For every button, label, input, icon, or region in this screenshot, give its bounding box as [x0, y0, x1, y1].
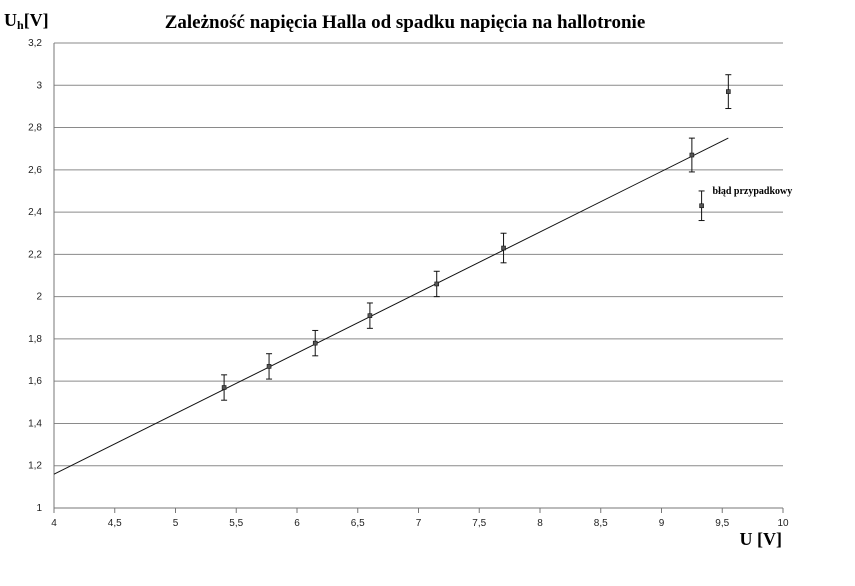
trendline [53, 137, 729, 475]
chart-title: Zależność napięcia Halla od spadku napię… [165, 12, 646, 33]
y-tick-label: 3,2 [28, 38, 42, 49]
data-point [312, 340, 318, 346]
y-axis-label-main: U [4, 10, 17, 30]
data-point [434, 281, 440, 287]
y-axis-label: Uh[V] [4, 10, 49, 32]
x-tick-labels: 4 4,5 5 5,5 6 6,5 7 7,5 8 8,5 9 9,5 10 [51, 518, 789, 529]
x-tick-label: 7,5 [472, 518, 486, 529]
data-point [699, 203, 704, 209]
x-tick-label: 7 [416, 518, 422, 529]
gridlines [53, 42, 784, 513]
trendline-group [53, 137, 729, 475]
x-tick-label: 4 [51, 518, 57, 529]
data-point [221, 385, 227, 390]
data-point [266, 364, 272, 369]
y-tick-label: 2,8 [28, 123, 42, 134]
x-tick-label: 6,5 [351, 518, 365, 529]
x-tick-label: 5,5 [229, 518, 243, 529]
x-tick-label: 8,5 [594, 518, 608, 529]
y-tick-label: 2,4 [28, 207, 42, 218]
y-tick-label: 2 [36, 292, 42, 303]
y-axis-label-subscript: h [17, 18, 24, 32]
x-tick-label: 6 [294, 518, 300, 529]
x-tick-label: 5 [173, 518, 179, 529]
x-tick-label: 8 [537, 518, 543, 529]
x-tick-label: 10 [777, 518, 789, 529]
data-point [689, 152, 695, 158]
y-tick-label: 1,6 [28, 376, 42, 387]
data-point [367, 313, 373, 318]
x-tick-label: 4,5 [108, 518, 122, 529]
y-tick-label: 1 [36, 503, 42, 514]
y-tick-label: 1,2 [28, 461, 42, 472]
y-tick-label: 1,4 [28, 418, 42, 429]
y-tick-label: 3 [36, 80, 42, 91]
y-tick-labels: 1 1,2 1,4 1,6 1,8 2 2,2 2,4 2,6 2,8 3 3,2 [28, 38, 42, 514]
x-tick-label: 9,5 [715, 518, 729, 529]
data-point [501, 245, 506, 251]
data-point [726, 89, 731, 94]
data-points [221, 74, 732, 401]
y-tick-label: 2,2 [28, 249, 42, 260]
y-tick-label: 2,6 [28, 165, 42, 176]
x-axis-label: U [V] [740, 529, 783, 549]
annotation-label: błąd przypadkowy [713, 186, 793, 197]
y-tick-label: 1,8 [28, 334, 42, 345]
x-tick-label: 9 [659, 518, 665, 529]
y-axis-label-unit: [V] [24, 10, 49, 30]
